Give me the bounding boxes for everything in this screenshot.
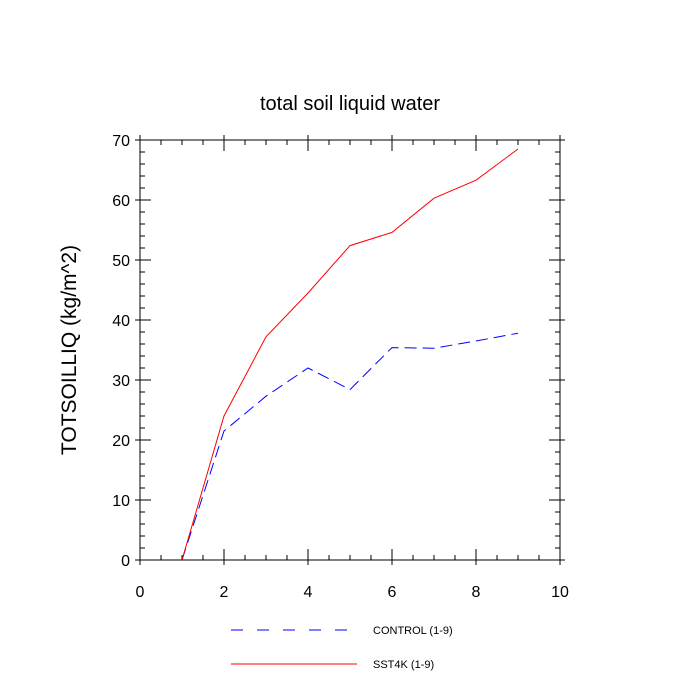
legend: CONTROL (1-9) SST4K (1-9) — [231, 625, 453, 671]
y-tick-label: 70 — [112, 133, 130, 150]
y-tick-label: 40 — [112, 313, 130, 330]
x-tick-label: 8 — [472, 584, 481, 601]
y-tick-label: 20 — [112, 433, 130, 450]
tick-labels: 0 10 20 30 40 50 60 70 0 2 4 6 8 10 — [112, 133, 569, 601]
y-tick-label: 50 — [112, 253, 130, 270]
legend-label-control: CONTROL (1-9) — [373, 625, 453, 637]
series-line-control — [181, 332, 519, 561]
x-tick-label: 6 — [388, 584, 397, 601]
y-tick-label: 60 — [112, 193, 130, 210]
x-tick-label: 10 — [551, 584, 569, 601]
y-tick-label: 30 — [112, 373, 130, 390]
minor-ticks — [140, 140, 560, 560]
x-tick-label: 0 — [136, 584, 145, 601]
x-tick-label: 4 — [304, 584, 313, 601]
y-tick-label: 10 — [112, 493, 130, 510]
y-axis-label: TOTSOILLIQ (kg/m^2) — [58, 245, 81, 455]
y-tick-label: 0 — [121, 553, 130, 570]
x-tick-label: 2 — [220, 584, 229, 601]
series-layer — [181, 148, 519, 561]
plot-frame — [139, 139, 561, 561]
chart-title: total soil liquid water — [260, 93, 440, 115]
series-line-sst4k — [181, 148, 519, 561]
legend-label-sst4k: SST4K (1-9) — [373, 659, 434, 671]
